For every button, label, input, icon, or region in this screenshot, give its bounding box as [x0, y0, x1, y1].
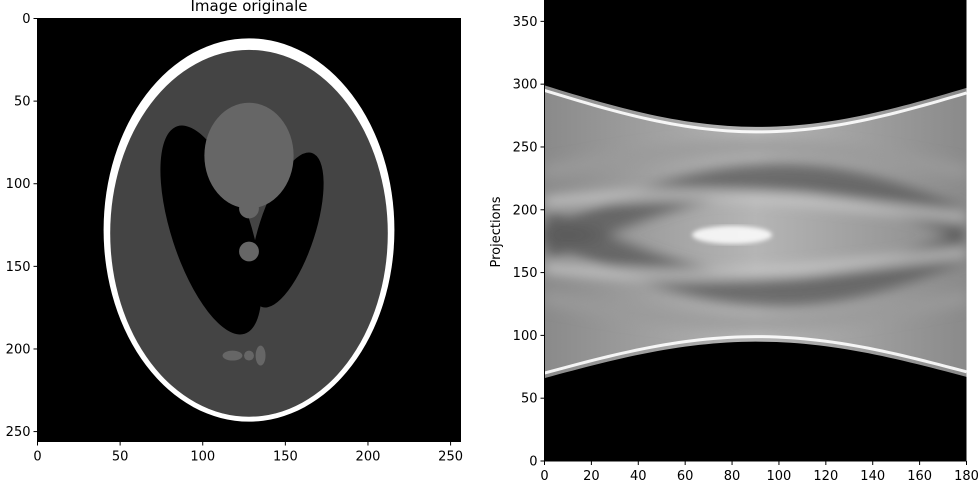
sinogram-ytick-label: 300	[513, 78, 538, 93]
phantom-image	[104, 38, 395, 421]
phantom-xtick-label: 250	[438, 450, 463, 465]
phantom-ytick-label: 150	[6, 260, 31, 275]
phantom-xtick-label: 50	[112, 450, 129, 465]
sinogram-bright-crossing	[692, 226, 772, 244]
sinogram-ytick-label: 150	[513, 266, 538, 281]
sinogram-ytick-label: 50	[521, 392, 538, 407]
phantom-ellipse	[244, 351, 254, 361]
phantom-ellipse	[239, 242, 259, 262]
phantom-title: Image originale	[190, 0, 307, 15]
sinogram-xtick-label: 40	[630, 469, 647, 484]
sinogram-ytick-label: 0	[529, 455, 537, 470]
phantom-ellipse	[204, 103, 293, 209]
phantom-ellipse	[223, 351, 243, 361]
phantom-ellipse	[239, 199, 259, 219]
sinogram-xtick-label: 120	[813, 469, 838, 484]
sinogram-xtick-label: 100	[767, 469, 792, 484]
sinogram-xtick-label: 20	[583, 469, 600, 484]
sinogram-xtick-label: 180	[954, 469, 979, 484]
phantom-ytick-label: 100	[6, 177, 31, 192]
phantom-xtick-label: 200	[356, 450, 381, 465]
phantom-ytick-label: 0	[22, 12, 30, 27]
sinogram-image	[545, 85, 967, 378]
phantom-axes: Image originale 0 50 100 150 200 250050100150…	[6, 0, 463, 465]
sinogram-ylabel: Projections	[489, 196, 504, 267]
phantom-ytick-label: 200	[6, 342, 31, 357]
sinogram-xtick-label: 80	[724, 469, 741, 484]
phantom-xtick-label: 150	[273, 450, 298, 465]
sinogram-axes: 0 20 40 60 80 100 120 140 160 180 0 50 100 150 200 250 3…	[489, 0, 979, 484]
sinogram-ytick-label: 350	[513, 15, 538, 30]
phantom-ellipse	[256, 346, 266, 366]
sinogram-ytick-label: 200	[513, 203, 538, 218]
sinogram-ytick-label: 100	[513, 329, 538, 344]
phantom-ytick-label: 250	[6, 425, 31, 440]
sinogram-xtick-label: 140	[860, 469, 885, 484]
phantom-xtick-label: 100	[190, 450, 215, 465]
sinogram-xtick-label: 160	[907, 469, 932, 484]
sinogram-ytick-label: 250	[513, 140, 538, 155]
sinogram-xtick-label: 60	[677, 469, 694, 484]
sinogram-xtick-label: 0	[540, 469, 548, 484]
phantom-ytick-label: 50	[14, 95, 31, 110]
phantom-xtick-label: 0	[33, 450, 41, 465]
